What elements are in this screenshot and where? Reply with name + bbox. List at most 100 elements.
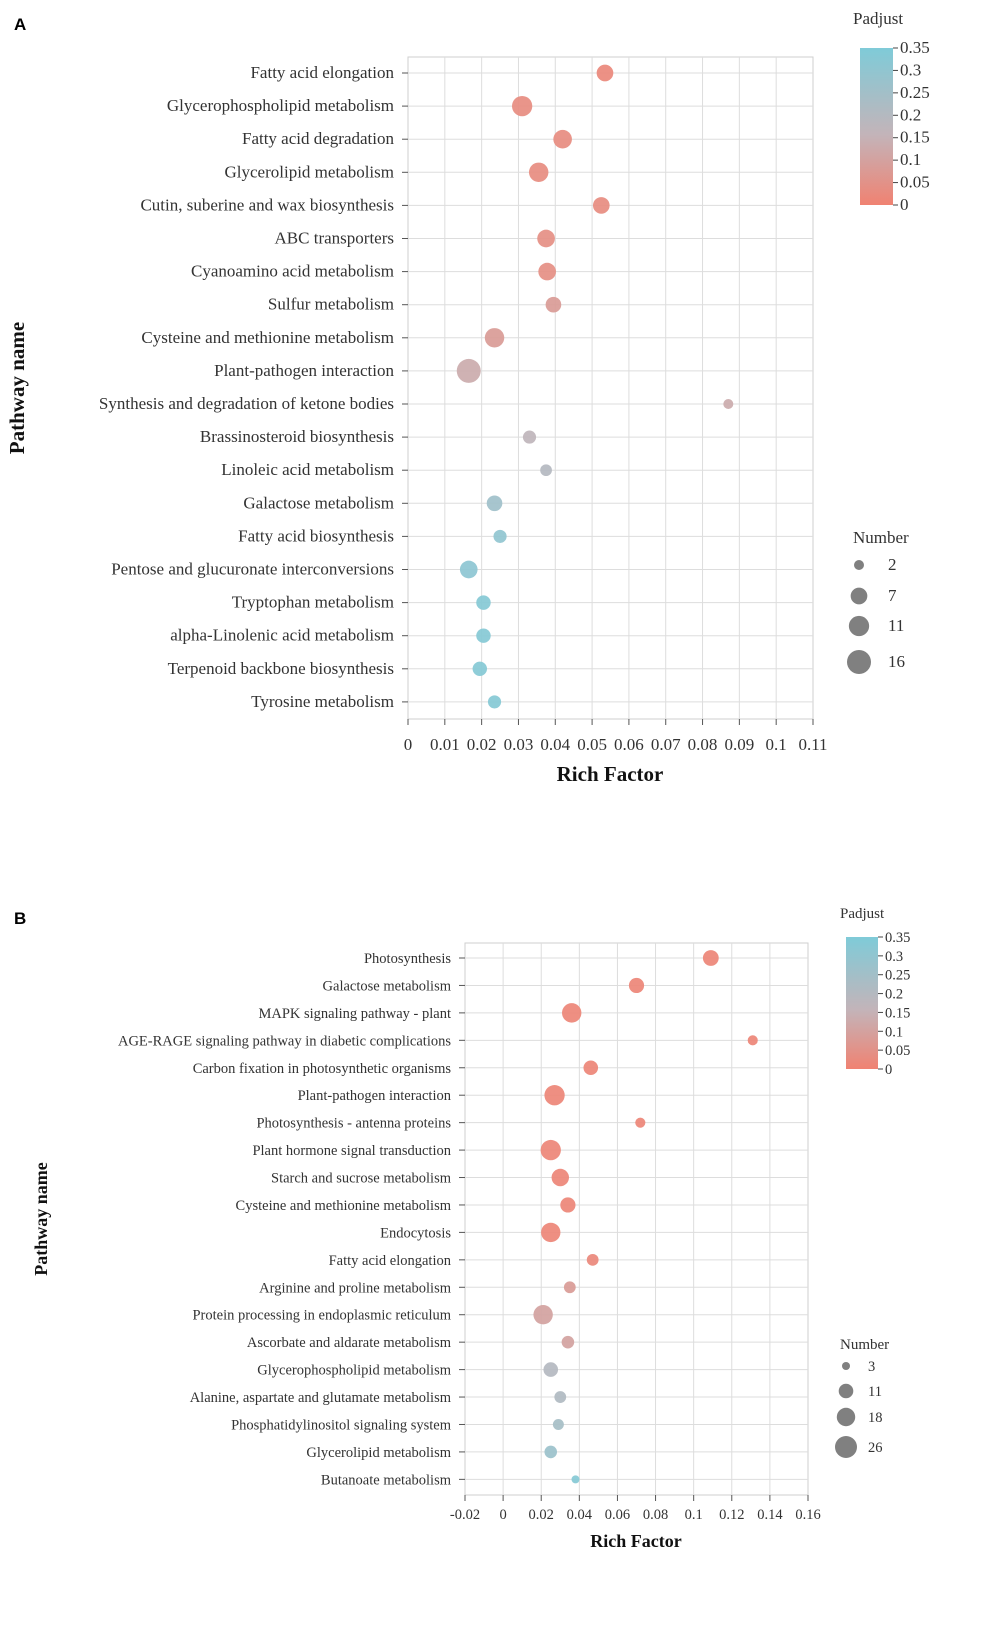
colorbar-tick-label: 0 [900, 195, 909, 214]
data-point-bubble [596, 64, 614, 82]
data-point-bubble [561, 1335, 575, 1349]
y-tick-label: Linoleic acid metabolism [221, 460, 394, 479]
size-legend-bubble [847, 650, 871, 674]
data-point-bubble [562, 1003, 582, 1023]
y-tick-label: Terpenoid backbone biosynthesis [168, 659, 394, 678]
x-tick-label: 0.1 [685, 1507, 703, 1523]
colorbar-tick-label: 0.2 [900, 105, 921, 124]
colorbar-tick-label: 0.1 [885, 1024, 903, 1040]
panel-b-plot-area [464, 942, 809, 1496]
size-legend-label: 16 [888, 652, 905, 671]
size-legend-bubble [854, 560, 864, 570]
panel-a-x-axis-title: Rich Factor [557, 762, 664, 786]
data-point-bubble [540, 1139, 561, 1161]
size-legend-bubble [850, 587, 868, 605]
panel-a-padjust-ticks: 0.35 0.3 0.25 0.2 0.15 0.1 0.05 0 [893, 38, 930, 214]
data-point-bubble [586, 1253, 599, 1266]
y-tick-label: Endocytosis [380, 1225, 451, 1241]
size-legend-label: 11 [868, 1384, 882, 1400]
y-tick-label: Fatty acid biosynthesis [238, 526, 394, 545]
data-point-bubble [560, 1197, 576, 1213]
panel-a-padjust-legend-title: Padjust [853, 9, 903, 28]
colorbar-tick-label: 0.15 [900, 128, 930, 147]
y-tick-label: Cutin, suberine and wax biosynthesis [140, 195, 394, 214]
data-point-bubble [553, 129, 572, 149]
panel-b-number-legend: 3 11 18 26 [835, 1359, 883, 1458]
data-point-bubble [472, 661, 488, 677]
y-tick-label: Synthesis and degradation of ketone bodi… [99, 394, 394, 413]
panel-b: B Photosynthesis Galactose metabolism MAPK… [14, 906, 910, 1551]
x-tick-label: 0.08 [643, 1507, 668, 1523]
x-tick-label: 0.06 [614, 735, 644, 754]
data-point-bubble [476, 595, 491, 610]
panel-a-label: A [14, 15, 26, 34]
y-tick-label: ABC transporters [275, 229, 394, 248]
y-tick-label: Brassinosteroid biosynthesis [200, 427, 394, 446]
data-point-bubble [538, 262, 557, 281]
data-point-bubble [476, 628, 491, 643]
y-tick-label: Cysteine and methionine metabolism [236, 1198, 452, 1214]
y-tick-label: Alanine, aspartate and glutamate metabol… [190, 1390, 452, 1406]
y-tick-label: Cysteine and methionine metabolism [141, 328, 394, 347]
y-tick-label: MAPK signaling pathway - plant [258, 1006, 451, 1022]
size-legend-label: 3 [868, 1359, 875, 1375]
y-tick-label: AGE-RAGE signaling pathway in diabetic c… [118, 1033, 451, 1049]
data-point-bubble [533, 1305, 553, 1325]
x-tick-label: 0.01 [430, 735, 460, 754]
y-tick-label: Starch and sucrose metabolism [271, 1171, 452, 1187]
y-tick-label: Tyrosine metabolism [251, 692, 394, 711]
x-tick-label: 0.04 [567, 1507, 593, 1523]
x-tick-label: 0.02 [467, 735, 497, 754]
size-legend-label: 11 [888, 616, 904, 635]
colorbar-tick-label: 0 [885, 1062, 892, 1078]
colorbar-tick-label: 0.1 [900, 150, 921, 169]
x-tick-label: 0.05 [577, 735, 607, 754]
data-point-bubble [551, 1168, 569, 1187]
y-tick-label: Plant-pathogen interaction [298, 1088, 452, 1104]
y-tick-label: Glycerophospholipid metabolism [167, 96, 394, 115]
panel-a-data-points [456, 64, 734, 709]
data-point-bubble [723, 399, 734, 409]
x-tick-label: 0.04 [540, 735, 570, 754]
data-point-bubble [540, 464, 552, 477]
y-tick-label: Fatty acid elongation [250, 63, 394, 82]
data-point-bubble [544, 1445, 558, 1459]
y-tick-label: Protein processing in endoplasmic reticu… [192, 1308, 451, 1324]
x-tick-label: 0.08 [688, 735, 718, 754]
panel-a-y-tick-labels: Fatty acid elongation Glycerophospholipid… [99, 63, 408, 711]
x-tick-label: 0.11 [798, 735, 827, 754]
size-legend-label: 7 [888, 586, 897, 605]
y-tick-label: Glycerophospholipid metabolism [257, 1363, 451, 1379]
data-point-bubble [747, 1035, 758, 1046]
y-tick-label: Galactose metabolism [323, 978, 452, 994]
panel-a-y-axis-title: Pathway name [5, 322, 29, 454]
y-tick-label: Plant hormone signal transduction [252, 1143, 451, 1159]
y-tick-label: Photosynthesis [364, 951, 451, 967]
y-tick-label: Phosphatidylinositol signaling system [231, 1417, 452, 1433]
panel-b-label: B [14, 909, 26, 928]
x-tick-label: 0.06 [605, 1507, 630, 1523]
data-point-bubble [628, 977, 645, 994]
colorbar-tick-label: 0.05 [885, 1043, 910, 1059]
data-point-bubble [484, 328, 505, 348]
data-point-bubble [493, 529, 507, 543]
colorbar-tick-label: 0.25 [900, 83, 930, 102]
y-tick-label: alpha-Linolenic acid metabolism [170, 626, 394, 645]
size-legend-bubble [842, 1362, 850, 1370]
y-tick-label: Fatty acid elongation [329, 1253, 452, 1269]
data-point-bubble [583, 1060, 599, 1076]
panel-b-y-tick-labels: Photosynthesis Galactose metabolism MAPK s… [118, 951, 465, 1488]
panel-b-padjust-ticks: 0.35 0.3 0.25 0.2 0.15 0.1 0.05 0 [878, 930, 910, 1078]
x-tick-label: 0.16 [795, 1507, 820, 1523]
x-tick-label: 0.1 [766, 735, 787, 754]
panel-a-x-tick-labels: 0 0.01 0.02 0.03 0.04 0.05 0.06 0.07 0.08 0.09 0.1… [404, 719, 828, 754]
x-tick-label: 0 [404, 735, 413, 754]
colorbar-tick-label: 0.25 [885, 968, 910, 984]
x-tick-label: 0.12 [719, 1507, 744, 1523]
x-tick-label: 0.02 [529, 1507, 554, 1523]
y-tick-label: Galactose metabolism [243, 493, 394, 512]
y-tick-label: Glycerolipid metabolism [306, 1445, 451, 1461]
data-point-bubble [563, 1281, 576, 1294]
panel-a-gridlines [408, 57, 813, 719]
data-point-bubble [456, 358, 481, 383]
